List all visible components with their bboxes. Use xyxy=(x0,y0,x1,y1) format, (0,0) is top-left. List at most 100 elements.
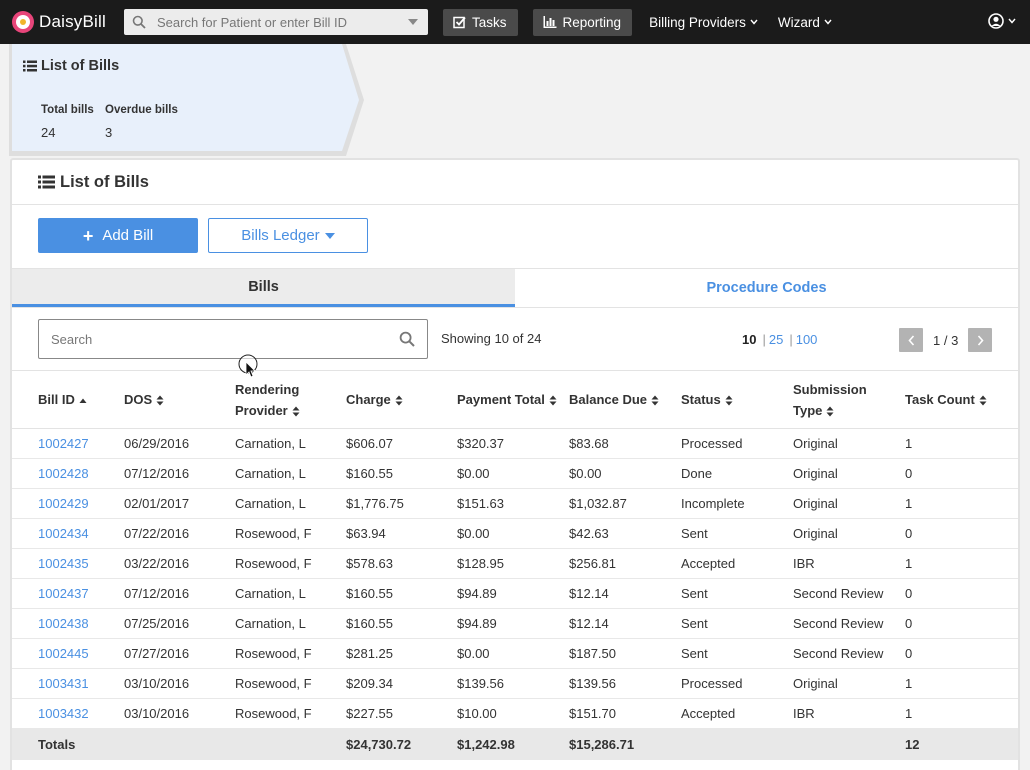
totals-empty xyxy=(124,728,235,760)
cell-rendering-provider: Carnation, L xyxy=(235,488,346,519)
table-row[interactable]: 1002435 03/22/2016 Rosewood, F $578.63 $128.… xyxy=(12,548,1018,579)
summary-title-label: List of Bills xyxy=(41,58,120,74)
cell-submission-type: Second Review xyxy=(793,608,905,639)
col-task-count[interactable]: Task Count xyxy=(905,370,1018,429)
brand-logo-link[interactable]: DaisyBill xyxy=(12,11,124,33)
col-dos[interactable]: DOS xyxy=(124,370,235,429)
patient-search-placeholder: Search for Patient or enter Bill ID xyxy=(157,14,348,30)
cell-balance-due: $83.68 xyxy=(569,428,681,459)
bill-id-link[interactable]: 1002438 xyxy=(38,616,89,631)
cell-status: Sent xyxy=(681,608,793,639)
cell-task-count: 1 xyxy=(905,698,1018,729)
action-buttons: + Add Bill Bills Ledger xyxy=(38,218,368,253)
bill-id-link[interactable]: 1002429 xyxy=(38,496,89,511)
totals-task-count: 12 xyxy=(905,728,1018,760)
tasks-button[interactable]: Tasks xyxy=(443,8,518,36)
cell-charge: $63.94 xyxy=(346,518,457,549)
col-payment-total[interactable]: Payment Total xyxy=(457,370,569,429)
next-page-button[interactable] xyxy=(968,328,993,352)
col-rendering-provider[interactable]: Rendering Provider xyxy=(235,370,346,429)
cell-payment-total: $128.95 xyxy=(457,548,569,579)
bills-table: Bill ID DOS Rendering Provider Charge Pay… xyxy=(12,370,1018,760)
col-submission-type[interactable]: Submission Type xyxy=(793,370,905,429)
overdue-bills-value: 3 xyxy=(105,125,113,140)
page-size-100[interactable]: 100 xyxy=(795,332,818,347)
cell-rendering-provider: Carnation, L xyxy=(235,458,346,489)
page-size-10[interactable]: 10 xyxy=(742,332,757,347)
table-row[interactable]: 1002434 07/22/2016 Rosewood, F $63.94 $0.00 $… xyxy=(12,518,1018,549)
cell-task-count: 0 xyxy=(905,608,1018,639)
caret-down-icon xyxy=(324,232,335,239)
panel-title: List of Bills xyxy=(60,172,149,191)
search-icon xyxy=(399,331,415,347)
sort-icon xyxy=(651,395,659,406)
cell-rendering-provider: Carnation, L xyxy=(235,608,346,639)
cell-payment-total: $139.56 xyxy=(457,668,569,699)
bills-ledger-label: Bills Ledger xyxy=(241,227,320,244)
cell-status: Processed xyxy=(681,428,793,459)
table-row[interactable]: 1002438 07/25/2016 Carnation, L $160.55 $94.… xyxy=(12,608,1018,639)
totals-charge: $24,730.72 xyxy=(346,728,457,760)
totals-balance-due: $15,286.71 xyxy=(569,728,681,760)
table-row[interactable]: 1003432 03/10/2016 Rosewood, F $227.55 $10.0… xyxy=(12,698,1018,729)
page-size-separator: | xyxy=(762,332,766,347)
overdue-bills-label: Overdue bills xyxy=(105,104,178,116)
prev-page-button[interactable] xyxy=(899,328,923,352)
bill-id-link[interactable]: 1002427 xyxy=(38,436,89,451)
tab-bills[interactable]: Bills xyxy=(12,269,515,307)
patient-search-input[interactable]: Search for Patient or enter Bill ID xyxy=(124,9,428,35)
cell-task-count: 0 xyxy=(905,458,1018,489)
panel-header: List of Bills xyxy=(12,160,1018,205)
col-status[interactable]: Status xyxy=(681,370,793,429)
bill-id-link[interactable]: 1003432 xyxy=(38,706,89,721)
user-avatar-icon xyxy=(988,13,1004,29)
table-row[interactable]: 1002428 07/12/2016 Carnation, L $160.55 $0.0… xyxy=(12,458,1018,489)
bill-id-link[interactable]: 1002445 xyxy=(38,646,89,661)
bills-search-input[interactable]: Search xyxy=(38,319,428,359)
page-size-selector: 10 | 25 | 100 xyxy=(742,332,817,347)
col-payment-total-label: Payment Total xyxy=(457,392,545,407)
table-row[interactable]: 1002437 07/12/2016 Carnation, L $160.55 $94.… xyxy=(12,578,1018,609)
cell-balance-due: $1,032.87 xyxy=(569,488,681,519)
cell-task-count: 1 xyxy=(905,548,1018,579)
chevron-left-icon xyxy=(907,334,914,346)
table-row[interactable]: 1002427 06/29/2016 Carnation, L $606.07 $320… xyxy=(12,428,1018,459)
col-provider-label-1: Rendering xyxy=(235,381,300,397)
reporting-button[interactable]: Reporting xyxy=(532,8,633,36)
bill-id-link[interactable]: 1002435 xyxy=(38,556,89,571)
bill-id-link[interactable]: 1002434 xyxy=(38,526,89,541)
cell-payment-total: $0.00 xyxy=(457,458,569,489)
wizard-menu[interactable]: Wizard xyxy=(778,15,832,30)
user-menu[interactable] xyxy=(988,13,1016,29)
col-charge[interactable]: Charge xyxy=(346,370,457,429)
cell-submission-type: Original xyxy=(793,668,905,699)
bills-search-placeholder: Search xyxy=(51,331,93,347)
caret-down-icon[interactable] xyxy=(408,19,418,25)
bill-id-link[interactable]: 1002428 xyxy=(38,466,89,481)
brand-name: DaisyBill xyxy=(39,12,106,31)
col-bill-id[interactable]: Bill ID xyxy=(12,370,124,429)
col-charge-label: Charge xyxy=(346,392,391,407)
cell-submission-type: IBR xyxy=(793,698,905,729)
plus-icon: + xyxy=(82,225,94,246)
add-bill-button[interactable]: + Add Bill xyxy=(38,218,198,253)
chevron-right-icon xyxy=(977,334,984,346)
bills-ledger-dropdown[interactable]: Bills Ledger xyxy=(208,218,368,253)
sort-icon xyxy=(549,395,557,406)
cell-charge: $1,776.75 xyxy=(346,488,457,519)
col-balance-due[interactable]: Balance Due xyxy=(569,370,681,429)
reporting-label: Reporting xyxy=(562,14,622,30)
totals-row: Totals $24,730.72 $1,242.98 $15,286.71 1… xyxy=(12,728,1018,760)
bar-chart-icon xyxy=(543,16,557,28)
bills-table-body: 1002427 06/29/2016 Carnation, L $606.07 $320… xyxy=(12,428,1018,729)
totals-empty xyxy=(681,728,793,760)
cell-dos: 06/29/2016 xyxy=(124,428,235,459)
billing-providers-menu[interactable]: Billing Providers xyxy=(649,15,758,30)
table-row[interactable]: 1002445 07/27/2016 Rosewood, F $281.25 $0.00… xyxy=(12,638,1018,669)
bill-id-link[interactable]: 1003431 xyxy=(38,676,89,691)
bill-id-link[interactable]: 1002437 xyxy=(38,586,89,601)
table-row[interactable]: 1003431 03/10/2016 Rosewood, F $209.34 $139.… xyxy=(12,668,1018,699)
tab-procedure-codes[interactable]: Procedure Codes xyxy=(515,269,1018,307)
table-row[interactable]: 1002429 02/01/2017 Carnation, L $1,776.75 $1… xyxy=(12,488,1018,519)
page-size-25[interactable]: 25 xyxy=(768,332,784,347)
